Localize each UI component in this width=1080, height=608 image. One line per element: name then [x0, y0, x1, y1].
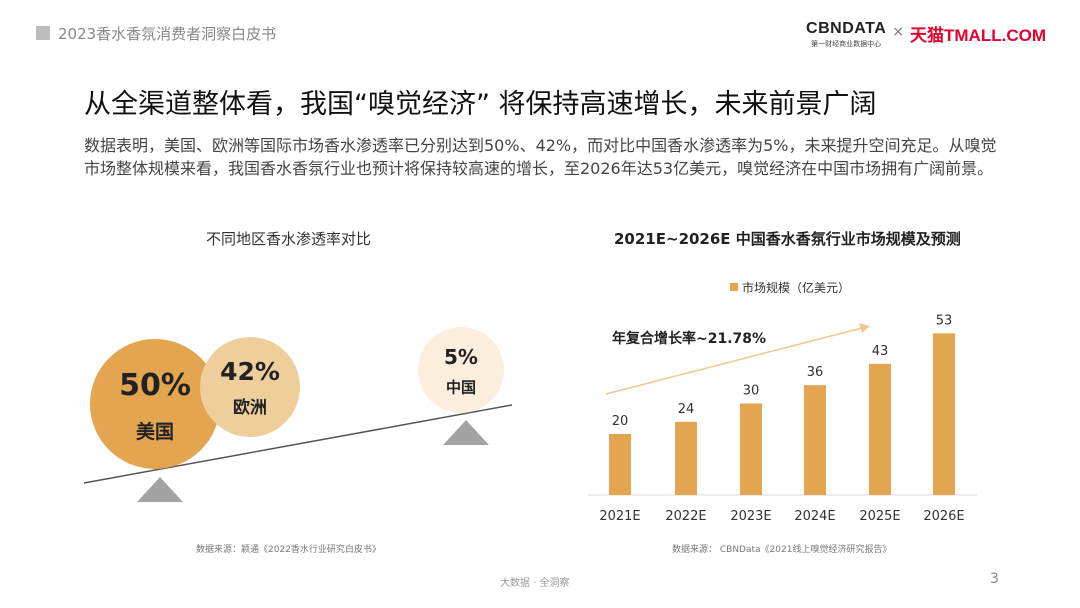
bubble-eu — [200, 337, 300, 437]
x-tick-label: 2025E — [859, 509, 900, 524]
bar-2022E — [675, 421, 697, 495]
x-tick-label: 2022E — [665, 509, 706, 524]
page-title: 从全渠道整体看，我国“嗅觉经济” 将保持高速增长，未来前景广阔 — [84, 89, 877, 120]
seesaw-beam — [83, 404, 513, 484]
x-tick-label: 2026E — [923, 509, 964, 524]
seesaw-fulcrum-left — [137, 477, 183, 502]
page-description: 数据表明，美国、欧洲等国际市场香水渗透率已分别达到50%、42%，而对比中国香水… — [84, 136, 997, 178]
cbndata-logo: CBNDATA 第一财经商业数据中心 — [806, 20, 886, 49]
bar-value-label: 30 — [743, 384, 760, 399]
right-chart-source: 数据来源： CBNData《2021线上嗅觉经济研究报告》 — [672, 545, 892, 555]
bar-value-label: 36 — [807, 365, 824, 380]
bubble-label-cn: 中国 — [446, 378, 476, 396]
market-size-chart: 市场规模（亿美元） 年复合增长率~21.78% 20 2021E 24 2022E 30 20… — [588, 280, 977, 524]
footer-text: 大数据 · 全洞察 — [500, 578, 570, 589]
bubble-value-cn: 5% — [444, 345, 478, 369]
cagr-annotation: 年复合增长率~21.78% — [612, 330, 766, 347]
cbndata-subtitle: 第一财经商业数据中心 — [811, 40, 882, 48]
bubble-us — [90, 339, 220, 469]
legend-label: 市场规模（亿美元） — [742, 280, 850, 295]
page-number: 3 — [990, 571, 999, 587]
bubble-cn — [418, 327, 504, 413]
cbndata-wordmark: CBNDATA — [806, 20, 887, 37]
bar-2023E — [740, 403, 762, 495]
bar-value-label: 24 — [678, 402, 695, 417]
bubble-value-us: 50% — [119, 368, 191, 403]
x-tick-label: 2023E — [730, 509, 771, 524]
bar-2025E — [869, 363, 891, 495]
bubble-label-eu: 欧洲 — [233, 397, 267, 418]
right-chart-title: 2021E~2026E 中国香水香氛行业市场规模及预测 — [614, 230, 961, 248]
x-tick-label: 2024E — [794, 509, 835, 524]
tmall-logo: 天猫TMALL.COM — [910, 26, 1046, 45]
bar-2024E — [804, 385, 826, 495]
left-chart-source: 数据来源：颖通《2022香水行业研究白皮书》 — [196, 545, 381, 555]
bar-value-label: 43 — [872, 344, 889, 359]
seesaw-fulcrum-right — [443, 420, 489, 445]
left-chart-title: 不同地区香水渗透率对比 — [206, 230, 372, 248]
penetration-chart: 50% 美国 42% 欧洲 5% 中国 — [83, 327, 513, 502]
bar-2026E — [933, 333, 955, 495]
report-title: 2023香水香氛消费者洞察白皮书 — [58, 25, 277, 43]
legend-swatch — [730, 283, 738, 291]
bar-value-label: 53 — [936, 313, 953, 328]
bubble-value-eu: 42% — [220, 357, 280, 386]
bubble-label-us: 美国 — [136, 420, 174, 443]
trend-arrow-head — [859, 323, 870, 333]
trend-arrow-line — [605, 327, 863, 395]
brand-logos: CBNDATA 第一财经商业数据中心 × 天猫TMALL.COM — [806, 20, 1046, 49]
brand-separator: × — [892, 24, 905, 40]
header-square — [36, 26, 50, 40]
bar-2021E — [609, 434, 631, 495]
bar-value-label: 20 — [612, 414, 629, 429]
x-tick-label: 2021E — [599, 509, 640, 524]
